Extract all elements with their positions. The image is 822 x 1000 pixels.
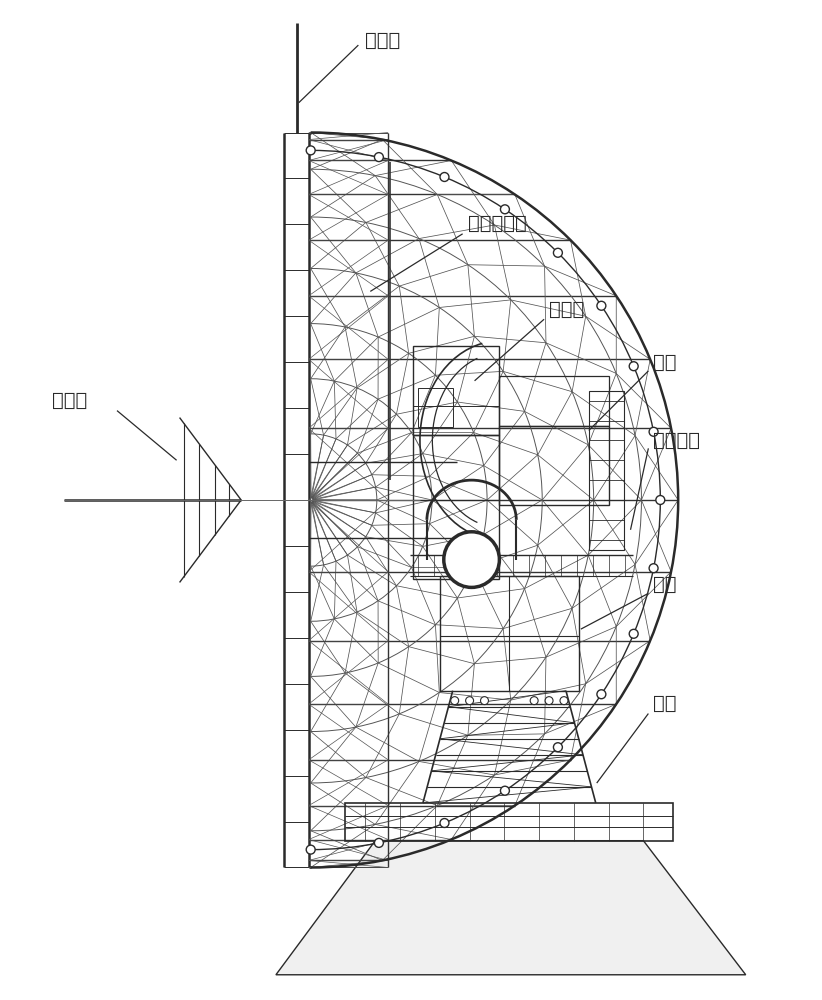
Bar — [500, 376, 608, 426]
Circle shape — [649, 427, 658, 436]
Text: 底座: 底座 — [653, 575, 677, 594]
Circle shape — [597, 690, 606, 699]
Circle shape — [374, 838, 383, 847]
Circle shape — [444, 532, 500, 587]
Bar — [418, 388, 453, 427]
Bar — [413, 346, 500, 435]
Bar — [413, 435, 500, 579]
Bar — [500, 426, 608, 505]
Circle shape — [307, 845, 315, 854]
Circle shape — [656, 496, 665, 504]
Circle shape — [560, 697, 568, 705]
Circle shape — [307, 146, 315, 155]
Text: 塔基: 塔基 — [653, 694, 677, 713]
Circle shape — [450, 697, 459, 705]
Circle shape — [597, 301, 606, 310]
Text: 支蟀: 支蟀 — [653, 353, 677, 372]
Bar — [440, 576, 579, 691]
Circle shape — [374, 153, 383, 162]
Circle shape — [649, 564, 658, 573]
Text: 高频房: 高频房 — [549, 300, 584, 319]
Text: 天线反射体: 天线反射体 — [468, 214, 526, 233]
Bar — [589, 391, 624, 550]
Circle shape — [629, 629, 638, 638]
Circle shape — [501, 786, 510, 795]
Circle shape — [501, 205, 510, 214]
Text: 避雷针: 避雷针 — [53, 391, 88, 410]
Circle shape — [629, 362, 638, 371]
Circle shape — [440, 819, 449, 827]
Circle shape — [481, 697, 488, 705]
Text: 平台扶梯: 平台扶梯 — [653, 431, 700, 450]
Circle shape — [465, 697, 473, 705]
Circle shape — [545, 697, 553, 705]
Circle shape — [530, 697, 538, 705]
Circle shape — [553, 743, 562, 752]
Circle shape — [553, 248, 562, 257]
Polygon shape — [276, 841, 746, 975]
Circle shape — [440, 173, 449, 181]
Text: 避雷针: 避雷针 — [365, 31, 400, 50]
Bar — [345, 803, 673, 841]
